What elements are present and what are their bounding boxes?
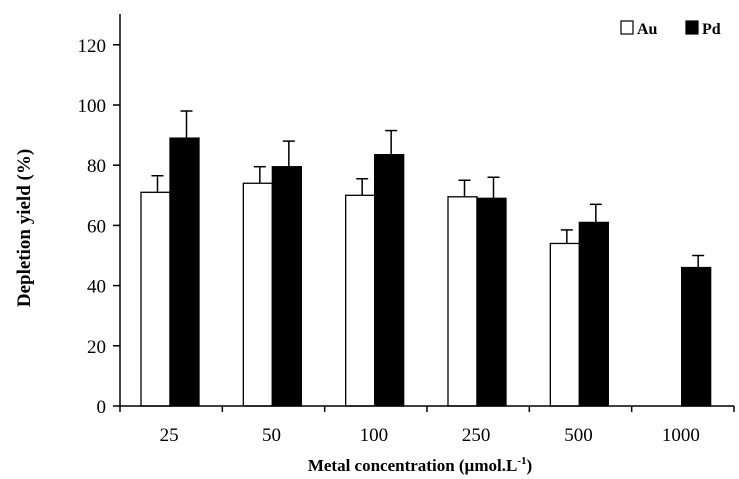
bar-pd	[271, 166, 302, 407]
y-tick-label: 60	[87, 216, 106, 237]
bar-au	[242, 182, 273, 407]
y-tick-label: 20	[87, 337, 106, 358]
y-tick-label: 120	[78, 36, 107, 57]
x-tick-label: 250	[462, 425, 491, 446]
legend: Au Pd	[620, 20, 721, 38]
bar-pd	[169, 137, 200, 407]
bar-au	[140, 191, 171, 407]
bar-pd	[578, 221, 609, 407]
y-axis-title: Depletion yield (%)	[14, 149, 35, 307]
legend-label-au: Au	[637, 21, 658, 38]
bar-pd	[374, 154, 405, 407]
legend-swatch-au	[620, 20, 634, 35]
y-tick-label: 0	[97, 397, 107, 418]
bar-pd	[476, 197, 507, 407]
x-tick-label: 1000	[662, 425, 700, 446]
x-tick-label: 25	[160, 425, 179, 446]
legend-swatch-pd	[685, 20, 699, 35]
x-axis-title: Metal concentration (µmol.L-1)	[308, 455, 532, 475]
bar-au	[447, 196, 478, 407]
bars	[140, 137, 712, 407]
legend-label-pd: Pd	[702, 21, 721, 38]
x-axis-ticks: 25 50 100 250 500 1000	[119, 406, 735, 446]
bar-pd	[681, 266, 712, 407]
error-bars	[151, 110, 705, 268]
x-tick-label: 100	[360, 425, 389, 446]
bar-au	[345, 194, 376, 407]
y-tick-label: 40	[87, 277, 106, 298]
x-tick-label: 500	[564, 425, 593, 446]
y-tick-label: 100	[78, 96, 107, 117]
bar-au	[549, 242, 580, 407]
y-axis-ticks: 0 20 40 60 80 100 120	[78, 36, 120, 418]
x-tick-label: 50	[262, 425, 281, 446]
y-tick-label: 80	[87, 156, 106, 177]
